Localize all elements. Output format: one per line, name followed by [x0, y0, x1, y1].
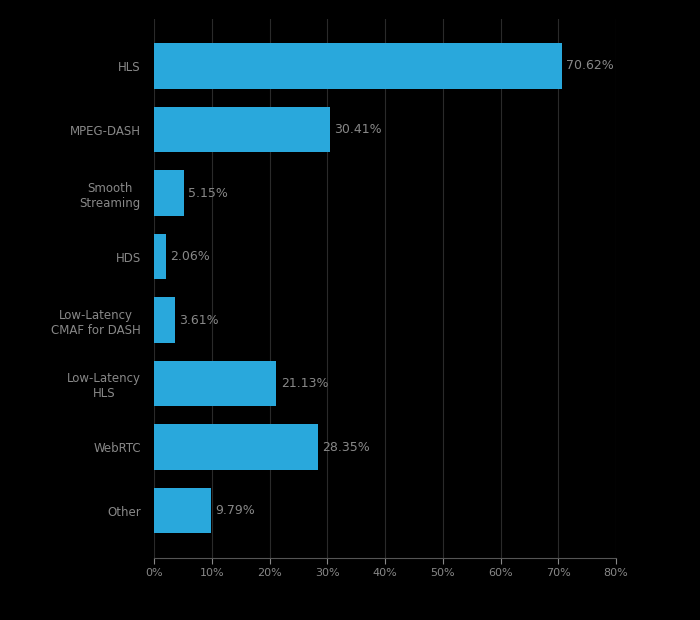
Bar: [154, 297, 175, 343]
Text: 70.62%: 70.62%: [566, 60, 614, 73]
Bar: [154, 361, 276, 407]
Text: 30.41%: 30.41%: [334, 123, 382, 136]
Bar: [154, 170, 183, 216]
Bar: [154, 424, 318, 470]
Text: 21.13%: 21.13%: [281, 377, 328, 390]
Bar: [154, 234, 166, 280]
Bar: [154, 488, 211, 533]
Text: 9.79%: 9.79%: [215, 504, 255, 517]
Text: 5.15%: 5.15%: [188, 187, 228, 200]
Bar: [154, 43, 562, 89]
Text: 3.61%: 3.61%: [179, 314, 219, 327]
Text: 28.35%: 28.35%: [322, 441, 370, 454]
Text: 2.06%: 2.06%: [171, 250, 210, 263]
Bar: [154, 107, 330, 153]
